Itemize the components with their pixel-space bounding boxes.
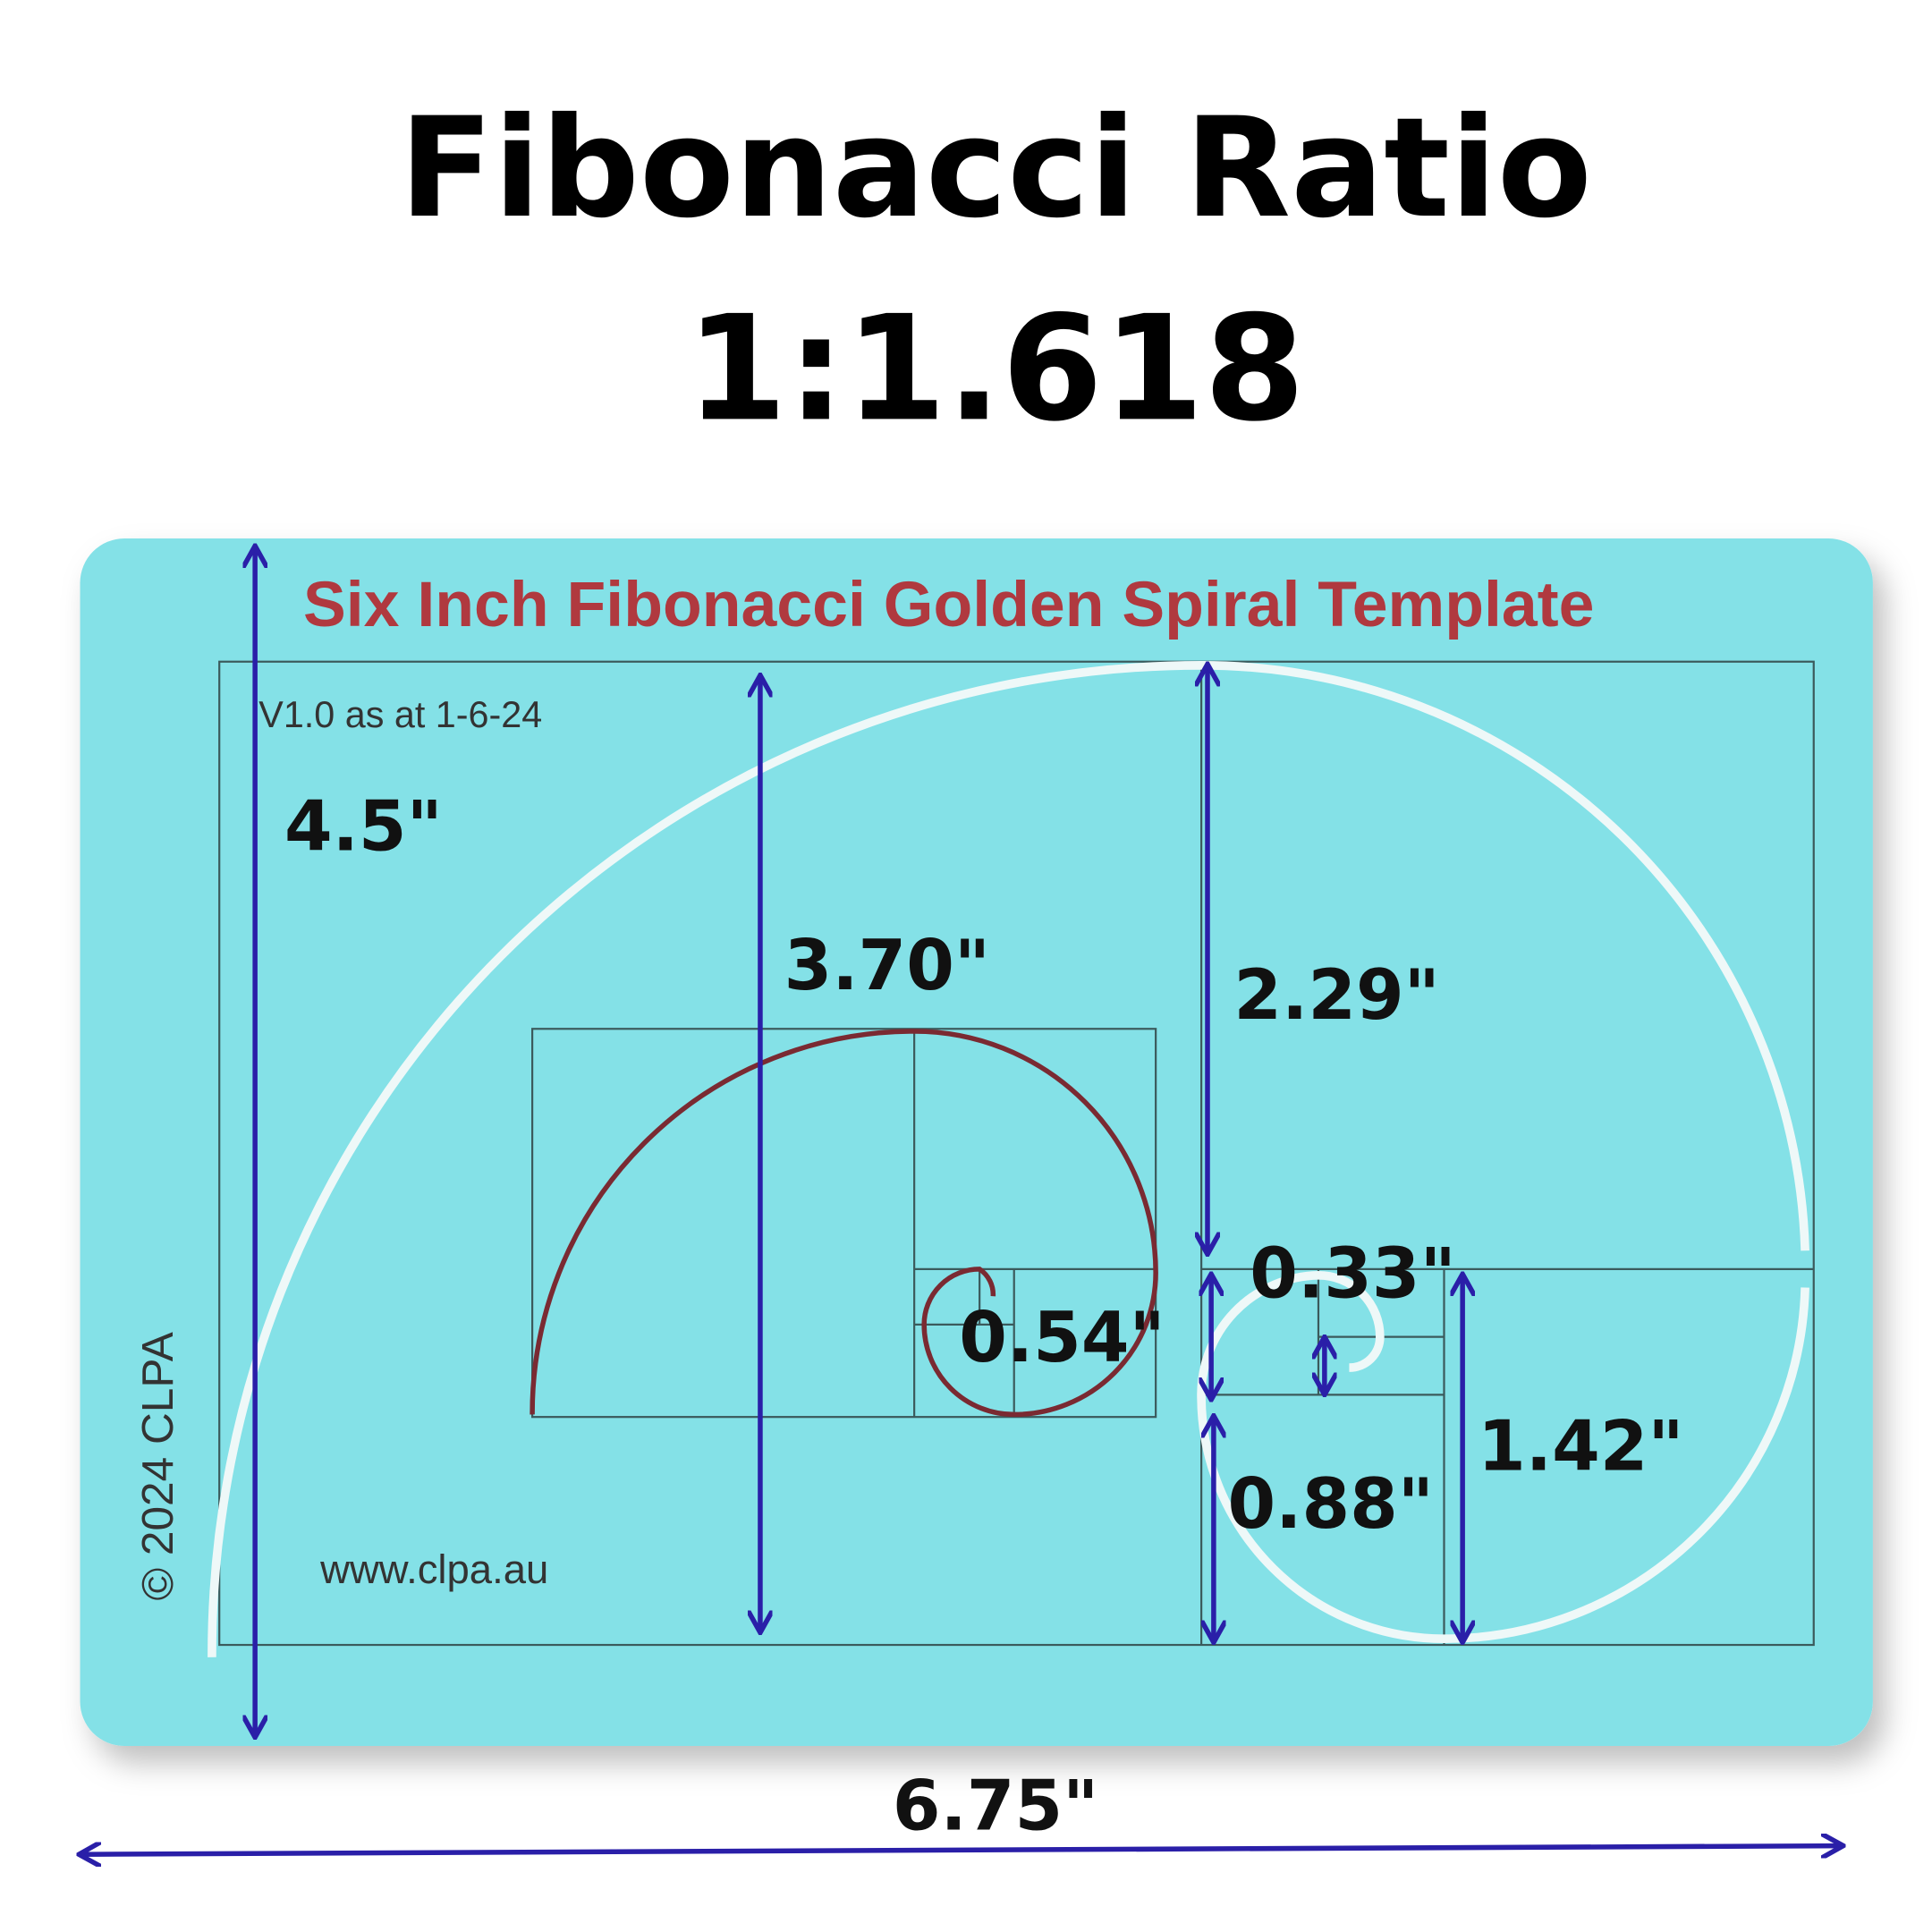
dimension-label: 2.29" [1233,955,1439,1036]
dimension-label: 3.70" [784,926,990,1006]
copyright: © 2024 CLPA [132,1332,182,1600]
dimension-label: 0.88" [1228,1464,1434,1545]
dimension-label: 1.42" [1478,1406,1683,1487]
dimension-label: 0.33" [1250,1234,1455,1315]
grid-lines [218,660,1815,1647]
arrow [81,1846,1841,1855]
dimension-label: 4.5" [284,787,443,868]
template-title: Six Inch Fibonacci Golden Spiral Templat… [303,569,1594,640]
dimension-label: 0.54" [959,1298,1165,1378]
dimension-label: 6.75" [893,1767,1098,1847]
title: Fibonacci Ratio [399,89,1592,249]
website: www.clpa.au [319,1546,548,1592]
template-card [80,538,1873,1746]
red-spiral [530,1029,1158,1418]
ratio: 1:1.618 [686,284,1305,453]
version: V1.0 as at 1-6-24 [258,694,542,735]
